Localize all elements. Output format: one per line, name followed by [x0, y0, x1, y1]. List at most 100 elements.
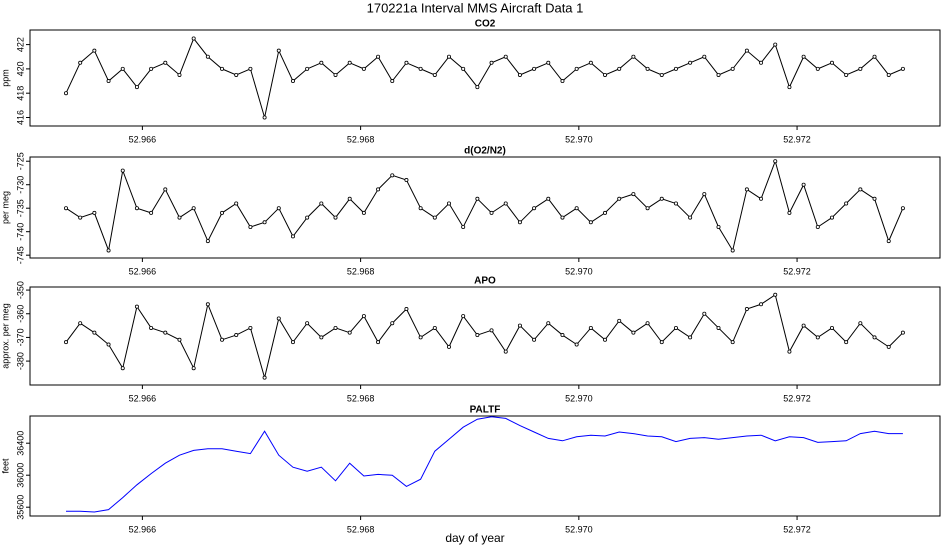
data-point: [390, 321, 395, 326]
data-point: [617, 196, 622, 201]
data-point: [319, 60, 324, 65]
data-point: [900, 330, 905, 335]
data-point: [645, 321, 650, 326]
data-point: [801, 182, 806, 187]
data-point: [404, 178, 409, 183]
data-point: [702, 311, 707, 316]
data-point: [106, 79, 111, 84]
data-point: [220, 210, 225, 215]
y-tick-label: -350: [15, 281, 25, 299]
data-point: [489, 210, 494, 215]
data-point: [163, 60, 168, 65]
data-point: [645, 206, 650, 211]
data-point: [446, 201, 451, 206]
data-point: [290, 79, 295, 84]
data-line: [65, 37, 904, 118]
data-point: [560, 333, 565, 338]
y-tick-label: -740: [15, 223, 25, 241]
x-tick-label: 52.968: [347, 393, 375, 403]
data-point: [220, 337, 225, 342]
data-point: [446, 54, 451, 59]
data-point: [290, 234, 295, 239]
data-point: [829, 60, 834, 65]
data-point: [546, 60, 551, 65]
data-point: [560, 79, 565, 84]
data-point: [461, 224, 466, 229]
data-point: [588, 60, 593, 65]
data-point: [177, 215, 182, 220]
data-point: [688, 335, 693, 340]
panel-title: CO2: [475, 19, 496, 30]
data-point: [461, 66, 466, 71]
data-point: [716, 224, 721, 229]
data-point: [134, 206, 139, 211]
data-point: [390, 173, 395, 178]
data-point: [617, 66, 622, 71]
data-point: [177, 72, 182, 77]
data-point: [645, 66, 650, 71]
data-point: [78, 60, 83, 65]
data-point: [730, 66, 735, 71]
y-tick-label: 416: [15, 110, 25, 125]
data-point: [290, 340, 295, 345]
data-point: [574, 342, 579, 347]
data-point: [489, 60, 494, 65]
data-point: [234, 201, 239, 206]
data-point: [829, 215, 834, 220]
y-axis-title: ppm: [0, 69, 10, 87]
data-point: [815, 224, 820, 229]
data-point: [319, 335, 324, 340]
data-point: [120, 168, 125, 173]
data-point: [489, 328, 494, 333]
data-point: [120, 66, 125, 71]
data-point: [92, 48, 97, 53]
data-point: [276, 316, 281, 321]
data-point: [376, 187, 381, 192]
data-point: [418, 66, 423, 71]
data-point: [688, 60, 693, 65]
data-point: [149, 325, 154, 330]
data-point: [347, 196, 352, 201]
data-point: [787, 349, 792, 354]
x-tick-label: 52.966: [129, 266, 157, 276]
data-point: [858, 187, 863, 192]
data-point: [262, 115, 267, 120]
data-point: [248, 325, 253, 330]
data-point: [787, 210, 792, 215]
data-point: [191, 36, 196, 41]
data-point: [546, 321, 551, 326]
data-point: [404, 60, 409, 65]
data-point: [844, 72, 849, 77]
plot-frame: [29, 415, 941, 517]
data-point: [64, 206, 69, 211]
data-point: [759, 196, 764, 201]
x-tick-label: 52.970: [565, 393, 593, 403]
data-point: [205, 54, 210, 59]
x-tick-label: 52.966: [129, 393, 157, 403]
data-point: [78, 215, 83, 220]
data-point: [361, 314, 366, 319]
data-point: [532, 66, 537, 71]
data-point: [262, 220, 267, 225]
data-point: [872, 196, 877, 201]
data-point: [276, 48, 281, 53]
y-tick-label: 36000: [15, 463, 25, 488]
x-tick-label: 52.966: [129, 524, 157, 534]
data-point: [574, 206, 579, 211]
data-point: [92, 210, 97, 215]
data-line: [65, 293, 904, 380]
y-tick-label: 418: [15, 86, 25, 101]
data-point: [532, 206, 537, 211]
data-point: [517, 323, 522, 328]
x-axis-title: day of year: [445, 531, 504, 545]
data-point: [744, 48, 749, 53]
data-point: [432, 215, 437, 220]
data-point: [532, 337, 537, 342]
data-point: [163, 330, 168, 335]
plot-frame: [29, 29, 941, 127]
data-point: [588, 220, 593, 225]
data-point: [177, 337, 182, 342]
data-point: [248, 66, 253, 71]
data-point: [276, 206, 281, 211]
